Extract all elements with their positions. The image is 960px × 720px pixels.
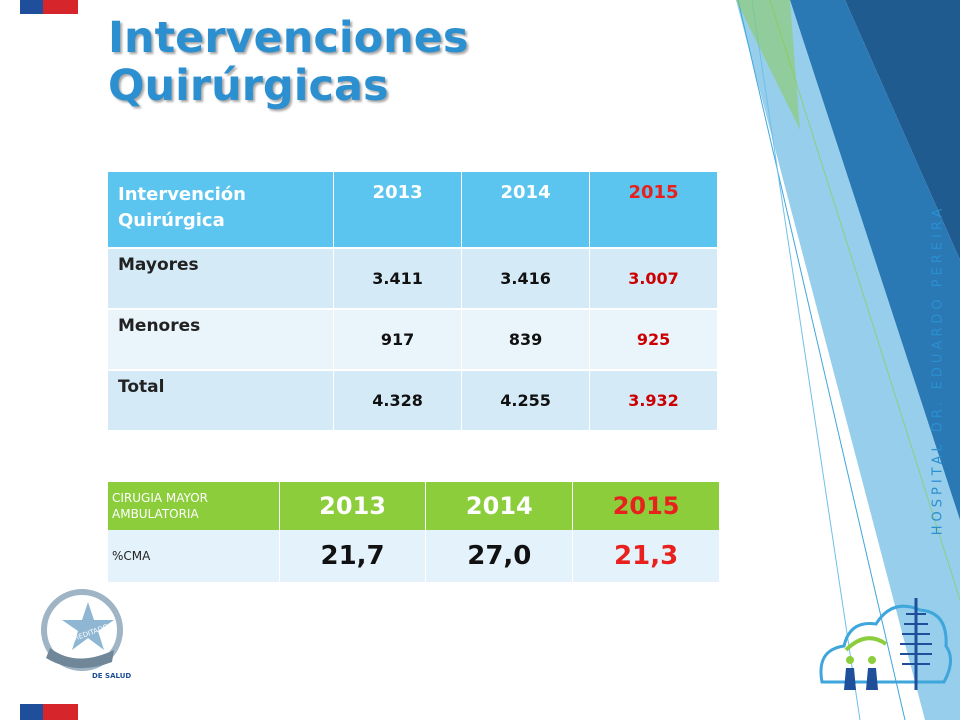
cell-value: 27,0	[425, 530, 574, 582]
title-line-1: Intervenciones	[108, 13, 469, 63]
row-label: Menores	[108, 309, 335, 371]
cma-table: CIRUGIA MAYOR AMBULATORIA 2013 2014 2015…	[108, 482, 720, 582]
cell-value: 3.007	[589, 248, 718, 310]
surgery-table: Intervención Quirúrgica 2013 2014 2015 M…	[108, 172, 718, 432]
col-header-2014: 2014	[425, 482, 574, 530]
table-row: %CMA 21,7 27,0 21,3	[108, 530, 720, 582]
table-row: Mayores 3.411 3.416 3.007	[108, 248, 718, 310]
col-header-intervention: Intervención Quirúrgica	[108, 172, 335, 249]
col-header-2014: 2014	[461, 172, 591, 249]
hospital-name-vertical: HOSPITAL DR. EDUARDO PEREIRA	[930, 204, 946, 536]
star-seal-icon: ACREDITADO DE SALUD	[41, 589, 131, 680]
page-title: Intervenciones Quirúrgicas	[108, 14, 468, 110]
cma-table-header: CIRUGIA MAYOR AMBULATORIA 2013 2014 2015	[108, 482, 720, 530]
col-header-2015: 2015	[572, 482, 720, 530]
flag-bar-bottom	[20, 704, 78, 720]
cell-value: 3.411	[333, 248, 463, 310]
accreditation-bottom-label: DE SALUD	[92, 672, 131, 680]
tree-people-icon	[819, 598, 952, 690]
cell-value: 4.328	[333, 370, 463, 432]
cell-value: 3.416	[461, 248, 591, 310]
title-line-2: Quirúrgicas	[108, 61, 389, 111]
cell-value: 4.255	[461, 370, 591, 432]
cell-value: 917	[333, 309, 463, 371]
col-header-2013: 2013	[279, 482, 427, 530]
table-row: Menores 917 839 925	[108, 309, 718, 371]
flag-bar-top	[20, 0, 78, 14]
cell-value: 3.932	[589, 370, 718, 432]
surgery-table-header: Intervención Quirúrgica 2013 2014 2015	[108, 172, 718, 249]
table-row: Total 4.328 4.255 3.932	[108, 370, 718, 432]
cell-value: 21,7	[279, 530, 427, 582]
col-header-2015: 2015	[589, 172, 718, 249]
cell-value: 21,3	[572, 530, 720, 582]
row-label: Mayores	[108, 248, 335, 310]
col-header-2013: 2013	[333, 172, 463, 249]
col-header-cma: CIRUGIA MAYOR AMBULATORIA	[108, 482, 280, 530]
cell-value: 839	[461, 309, 591, 371]
row-label: Total	[108, 370, 335, 432]
cell-value: 925	[589, 309, 718, 371]
row-label: %CMA	[108, 530, 280, 582]
